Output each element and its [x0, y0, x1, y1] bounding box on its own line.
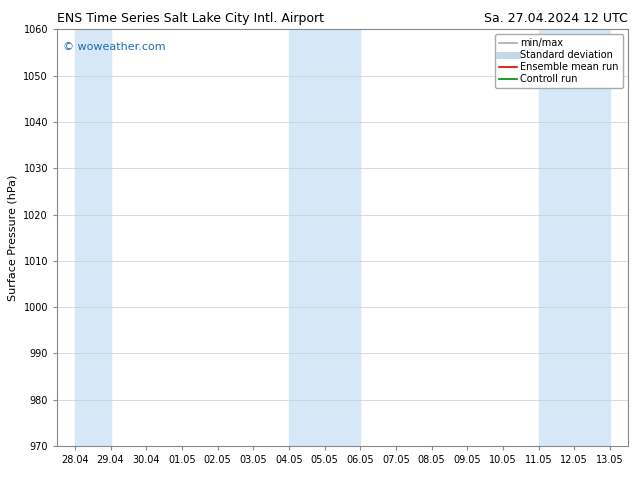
Text: ENS Time Series Salt Lake City Intl. Airport: ENS Time Series Salt Lake City Intl. Air…	[57, 12, 324, 25]
Text: Sa. 27.04.2024 12 UTC: Sa. 27.04.2024 12 UTC	[484, 12, 628, 25]
Bar	[538, 29, 610, 446]
Bar	[289, 29, 360, 446]
Legend: min/max, Standard deviation, Ensemble mean run, Controll run: min/max, Standard deviation, Ensemble me…	[495, 34, 623, 88]
Text: © woweather.com: © woweather.com	[63, 42, 165, 52]
Bar	[75, 29, 110, 446]
Y-axis label: Surface Pressure (hPa): Surface Pressure (hPa)	[8, 174, 18, 301]
